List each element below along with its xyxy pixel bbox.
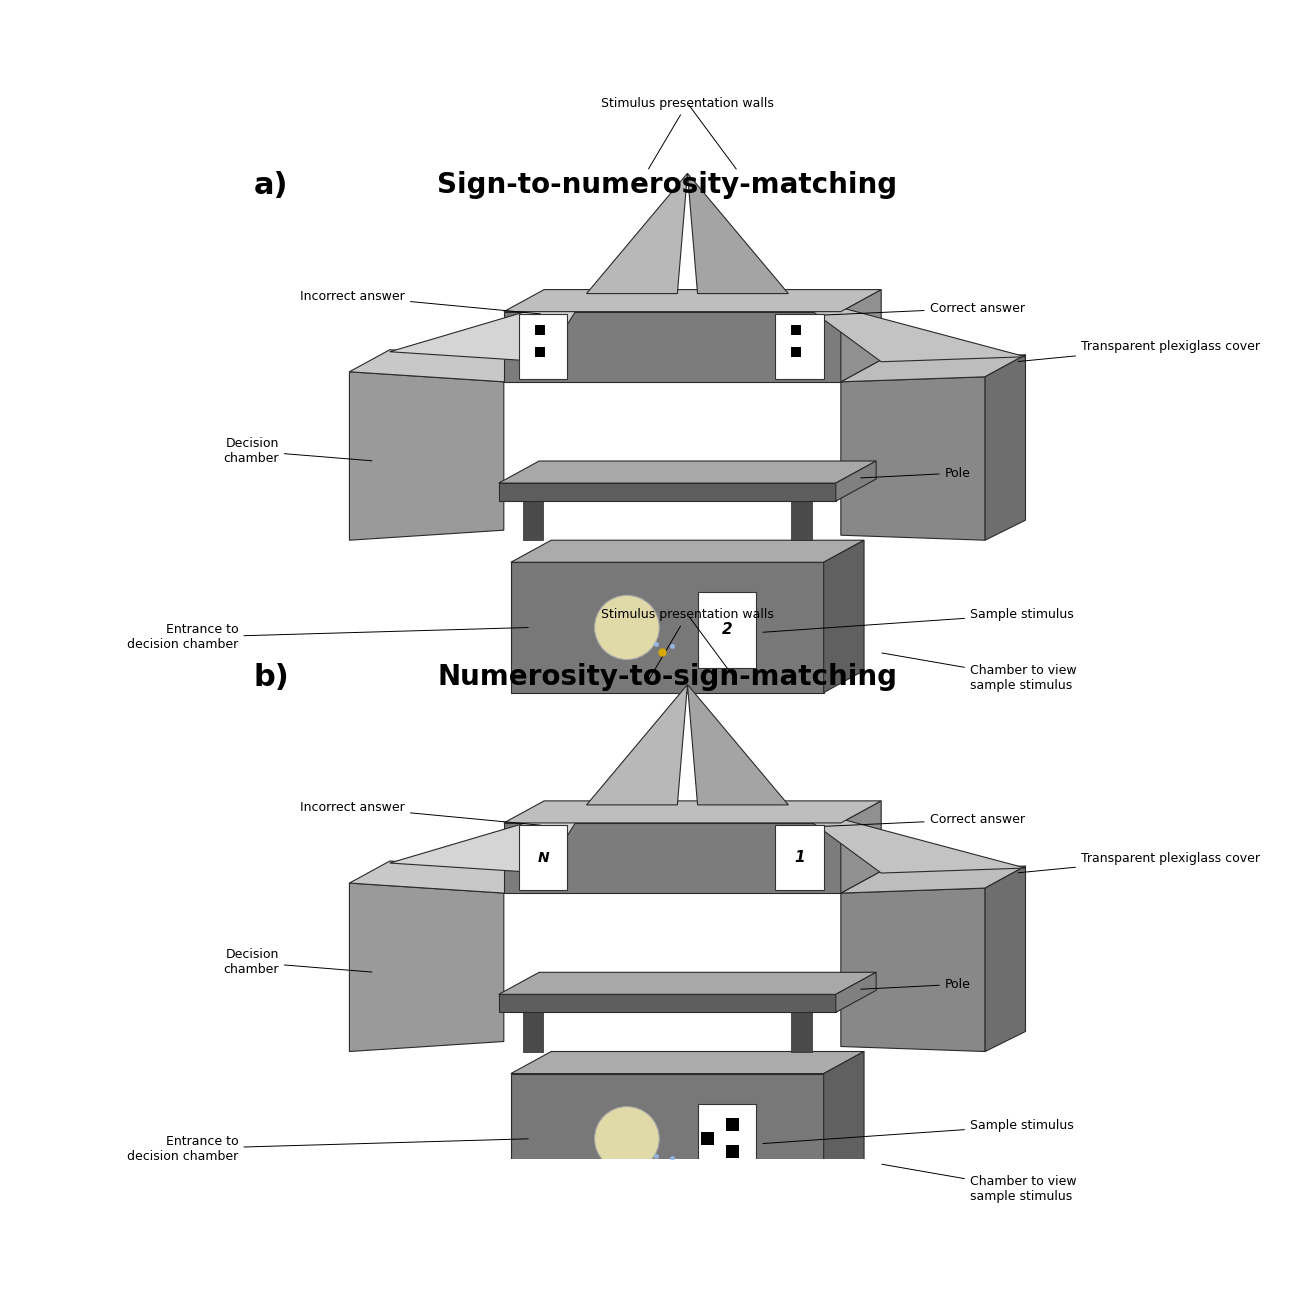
Bar bbox=[700, 1133, 715, 1146]
Polygon shape bbox=[836, 461, 876, 501]
Bar bbox=[727, 1146, 740, 1159]
Bar bbox=[698, 1104, 756, 1178]
Text: Correct answer: Correct answer bbox=[802, 302, 1025, 316]
Polygon shape bbox=[836, 973, 876, 1013]
Text: Entrance to
decision chamber: Entrance to decision chamber bbox=[128, 1135, 529, 1163]
Polygon shape bbox=[504, 801, 881, 823]
Text: Pole: Pole bbox=[861, 978, 970, 991]
Circle shape bbox=[595, 1107, 659, 1170]
Polygon shape bbox=[824, 540, 865, 693]
Polygon shape bbox=[499, 483, 836, 501]
Bar bbox=[775, 825, 824, 891]
Bar bbox=[523, 499, 543, 540]
Text: Correct answer: Correct answer bbox=[802, 812, 1025, 827]
Polygon shape bbox=[841, 354, 1026, 381]
Polygon shape bbox=[389, 293, 586, 362]
Text: Pole: Pole bbox=[861, 466, 970, 479]
Bar bbox=[792, 499, 811, 540]
Bar bbox=[519, 314, 568, 379]
Polygon shape bbox=[349, 350, 544, 381]
Polygon shape bbox=[841, 801, 881, 893]
Text: Numerosity-to-sign-matching: Numerosity-to-sign-matching bbox=[437, 663, 897, 690]
Text: Incorrect answer: Incorrect answer bbox=[301, 289, 540, 314]
Polygon shape bbox=[841, 866, 1026, 893]
Bar bbox=[698, 592, 756, 668]
Text: 1: 1 bbox=[794, 850, 805, 865]
Text: b): b) bbox=[254, 663, 289, 691]
Polygon shape bbox=[510, 540, 865, 562]
Polygon shape bbox=[389, 805, 586, 874]
Polygon shape bbox=[510, 1052, 865, 1074]
Polygon shape bbox=[349, 861, 544, 893]
Polygon shape bbox=[504, 823, 841, 893]
Bar bbox=[519, 825, 568, 891]
Text: Incorrect answer: Incorrect answer bbox=[301, 801, 540, 825]
Polygon shape bbox=[841, 376, 986, 540]
Polygon shape bbox=[687, 685, 789, 805]
Bar bbox=[775, 314, 824, 379]
Polygon shape bbox=[986, 866, 1026, 1052]
Bar bbox=[792, 324, 802, 335]
Polygon shape bbox=[499, 973, 876, 995]
Text: N: N bbox=[538, 850, 549, 865]
Text: Transparent plexiglass cover: Transparent plexiglass cover bbox=[1018, 852, 1260, 872]
Bar bbox=[523, 1009, 543, 1052]
Bar bbox=[535, 346, 546, 357]
Bar bbox=[727, 1118, 740, 1131]
Polygon shape bbox=[986, 354, 1026, 540]
Circle shape bbox=[595, 595, 659, 660]
Polygon shape bbox=[349, 883, 504, 1052]
Polygon shape bbox=[687, 173, 789, 293]
Polygon shape bbox=[504, 289, 881, 311]
Text: Entrance to
decision chamber: Entrance to decision chamber bbox=[128, 624, 529, 651]
Polygon shape bbox=[586, 685, 687, 805]
Polygon shape bbox=[824, 1052, 865, 1204]
Text: Stimulus presentation walls: Stimulus presentation walls bbox=[602, 608, 773, 680]
Text: Stimulus presentation walls: Stimulus presentation walls bbox=[602, 96, 773, 169]
Polygon shape bbox=[510, 562, 824, 693]
Text: Sign-to-numerosity-matching: Sign-to-numerosity-matching bbox=[437, 172, 897, 199]
Polygon shape bbox=[504, 311, 841, 381]
Text: Decision
chamber: Decision chamber bbox=[223, 437, 372, 465]
Text: Transparent plexiglass cover: Transparent plexiglass cover bbox=[1018, 340, 1260, 362]
Polygon shape bbox=[510, 1074, 824, 1204]
Text: Sample stimulus: Sample stimulus bbox=[763, 1120, 1074, 1143]
Polygon shape bbox=[841, 289, 881, 381]
Text: Chamber to view
sample stimulus: Chamber to view sample stimulus bbox=[881, 1164, 1077, 1203]
Polygon shape bbox=[499, 995, 836, 1013]
Text: a): a) bbox=[254, 172, 288, 201]
Polygon shape bbox=[789, 293, 1026, 362]
Polygon shape bbox=[586, 173, 687, 293]
Polygon shape bbox=[789, 805, 1026, 874]
Bar bbox=[792, 1009, 811, 1052]
Bar bbox=[535, 324, 546, 335]
Polygon shape bbox=[349, 372, 504, 540]
Bar bbox=[792, 346, 802, 357]
Polygon shape bbox=[499, 461, 876, 483]
Polygon shape bbox=[841, 888, 986, 1052]
Text: 2: 2 bbox=[721, 622, 732, 637]
Text: Decision
chamber: Decision chamber bbox=[223, 948, 372, 976]
Text: Sample stimulus: Sample stimulus bbox=[763, 608, 1074, 633]
Text: Chamber to view
sample stimulus: Chamber to view sample stimulus bbox=[881, 654, 1077, 691]
